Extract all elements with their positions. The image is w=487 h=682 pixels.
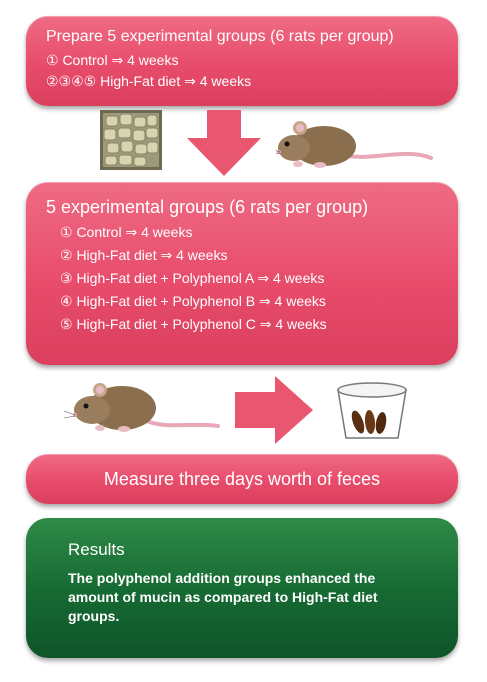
food-pellets-image — [100, 110, 162, 170]
step1-line-control: ① Control ⇒ 4 weeks — [46, 52, 179, 68]
step1-title: Prepare 5 experimental groups (6 rats pe… — [46, 28, 394, 45]
feces-cup-image — [337, 382, 407, 439]
group-5-line: ⑤ High-Fat diet + Polyphenol C ⇒ 4 weeks — [60, 316, 327, 332]
group-3-line: ③ High-Fat diet + Polyphenol A ⇒ 4 weeks — [60, 270, 325, 286]
group-2-line: ② High-Fat diet ⇒ 4 weeks — [60, 247, 228, 263]
step2-title: 5 experimental groups (6 rats per group) — [46, 197, 369, 217]
results-text: The polyphenol addition groups enhanced … — [68, 570, 378, 624]
results-panel: Results The polyphenol addition groups e… — [26, 518, 458, 658]
down-arrow-icon — [187, 110, 261, 176]
step3-title: Measure three days worth of feces — [103, 469, 381, 489]
rat-illustration — [276, 121, 433, 168]
step1-line-highfat: ②③④⑤ High-Fat diet ⇒ 4 weeks — [46, 73, 252, 89]
group-1-line: ① Control ⇒ 4 weeks — [60, 224, 193, 240]
group-4-line: ④ High-Fat diet + Polyphenol B ⇒ 4 weeks — [60, 293, 326, 309]
step3-panel: Measure three days worth of feces — [26, 454, 458, 504]
results-title: Results — [68, 540, 125, 559]
step2-panel: 5 experimental groups (6 rats per group)… — [26, 182, 458, 365]
right-arrow-icon — [235, 376, 313, 444]
step1-panel: Prepare 5 experimental groups (6 rats pe… — [26, 16, 458, 106]
rat-illustration — [63, 383, 220, 432]
